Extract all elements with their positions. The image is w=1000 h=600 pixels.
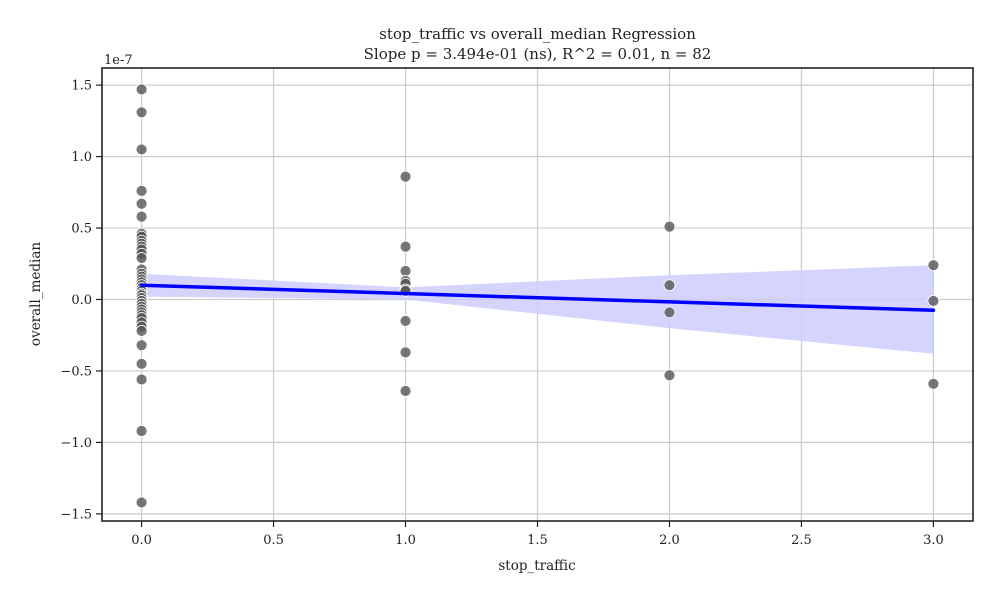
data-point xyxy=(399,315,412,327)
y-tick-label: 0.0 xyxy=(71,293,92,308)
data-point xyxy=(663,279,676,292)
x-tick-label: 1.5 xyxy=(527,533,548,548)
x-tick-label: 1.0 xyxy=(395,533,416,548)
data-point xyxy=(135,339,148,352)
x-tick-label: 0.5 xyxy=(263,533,284,548)
data-point xyxy=(135,83,148,96)
regression-line-layer xyxy=(139,283,936,312)
data-point xyxy=(399,240,412,253)
y-tick-label: 1.0 xyxy=(71,150,92,165)
x-tick-label: 2.5 xyxy=(791,533,812,548)
data-point xyxy=(135,143,148,156)
y-axis-label: overall_median xyxy=(28,242,44,346)
scatter-points xyxy=(135,83,940,509)
confidence-band xyxy=(141,265,934,354)
data-point xyxy=(135,357,148,370)
data-point xyxy=(399,265,412,277)
data-point xyxy=(399,346,412,359)
data-point xyxy=(663,306,676,319)
x-axis-label: stop_traffic xyxy=(498,558,575,574)
data-point xyxy=(135,373,148,386)
y-offset-label: 1e-7 xyxy=(104,53,133,68)
y-tick-label: 0.5 xyxy=(71,222,92,237)
axes: 0.0 0.5 1.0 1.5 2.0 2.5 3.0 −1.5 −1.0 −0.5 0.0 0.5 1… xyxy=(60,67,974,548)
data-point xyxy=(135,325,148,337)
x-tick-label: 3.0 xyxy=(923,533,944,548)
data-point xyxy=(927,295,940,307)
chart-title: stop_traffic vs overall_median Regressio… xyxy=(379,25,696,43)
data-point xyxy=(135,496,148,509)
data-point xyxy=(135,197,148,210)
y-tick-label: −0.5 xyxy=(60,364,92,379)
y-tick-label: −1.5 xyxy=(60,507,92,522)
data-point xyxy=(927,377,940,390)
data-point xyxy=(927,259,940,272)
y-tick-label: −1.0 xyxy=(60,436,92,451)
regression-line xyxy=(139,283,936,312)
data-point xyxy=(663,369,676,382)
data-point xyxy=(135,184,148,197)
x-tick-label: 2.0 xyxy=(659,533,680,548)
x-tick-label: 0.0 xyxy=(131,533,152,548)
confidence-band-layer xyxy=(141,265,934,354)
data-point xyxy=(399,385,412,397)
data-point xyxy=(399,170,412,183)
data-point xyxy=(135,106,148,119)
data-point xyxy=(135,210,148,223)
y-tick-label: 1.5 xyxy=(71,79,92,94)
data-point xyxy=(135,252,148,264)
data-point xyxy=(135,425,148,437)
chart-subtitle: Slope p = 3.494e-01 (ns), R^2 = 0.01, n … xyxy=(363,45,712,63)
data-point xyxy=(663,220,676,233)
